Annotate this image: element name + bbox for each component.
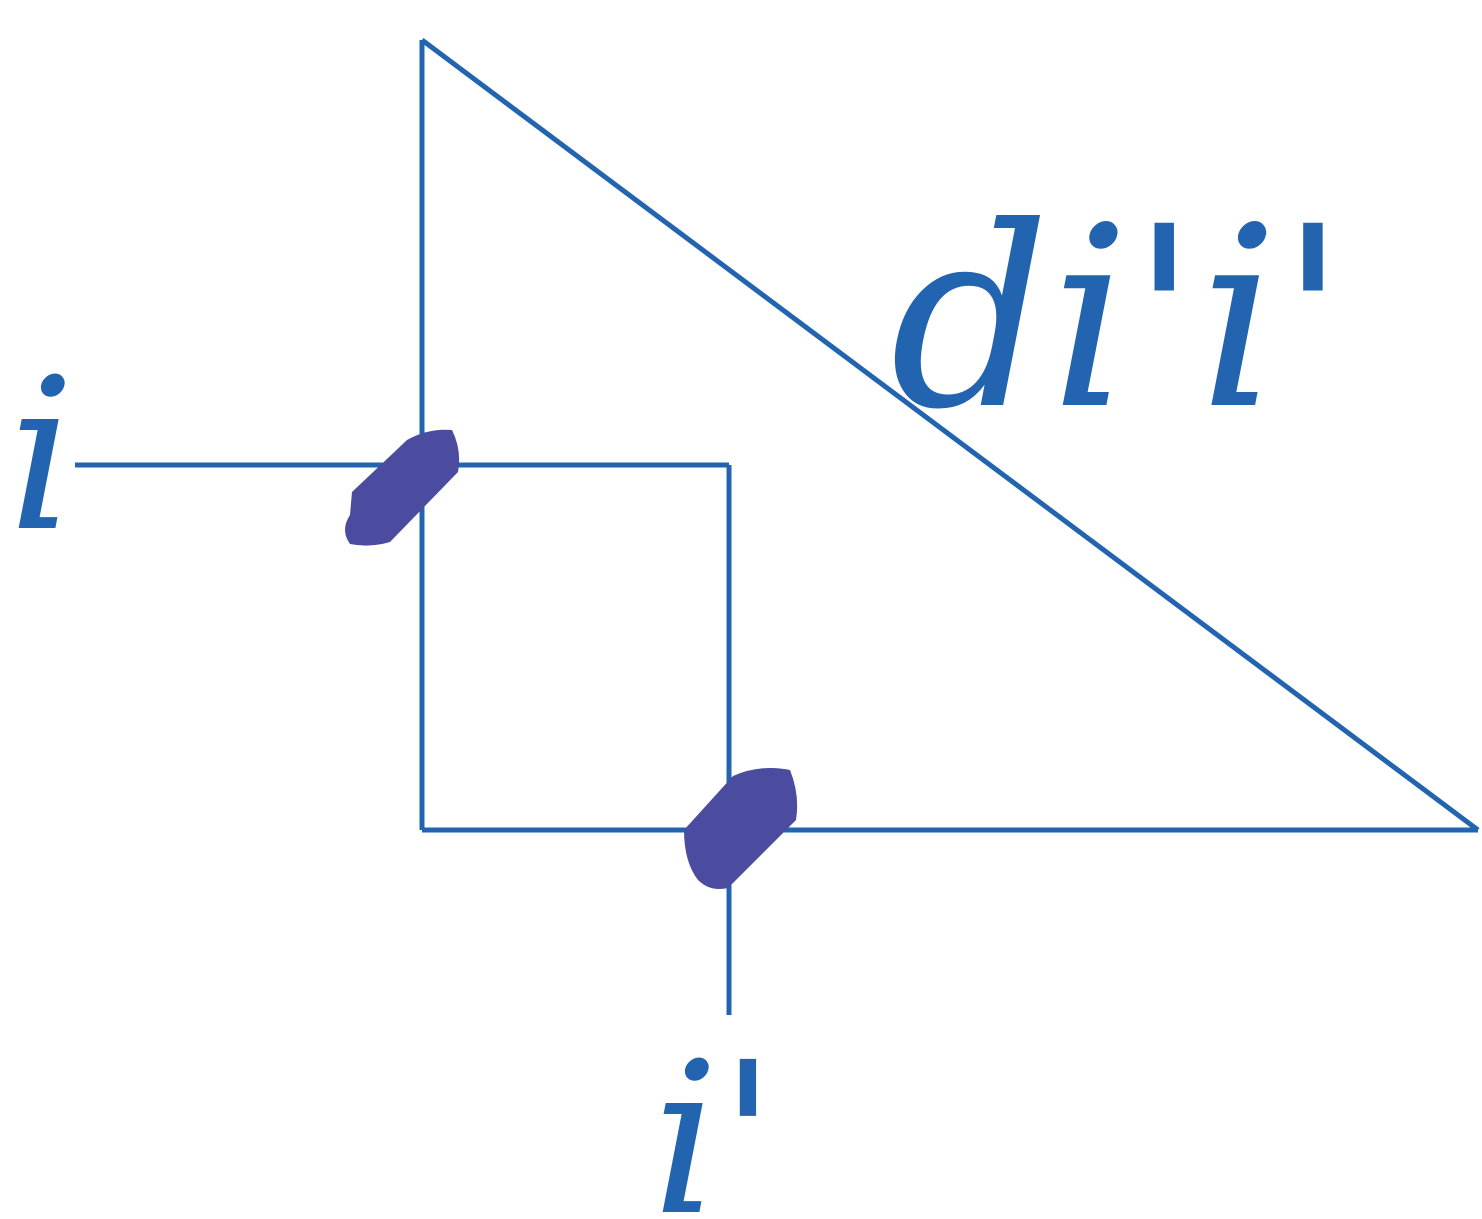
triangle-hypotenuse (420, 37, 1480, 833)
angle-mark-upper (345, 429, 460, 546)
incident-ray-label: i (8, 333, 75, 578)
angle-mark-lower (684, 768, 798, 889)
refracted-ray-label: i' (652, 1017, 777, 1219)
angle-difference-label: di'i' (890, 173, 1347, 464)
inner-rectangle (422, 462, 732, 830)
